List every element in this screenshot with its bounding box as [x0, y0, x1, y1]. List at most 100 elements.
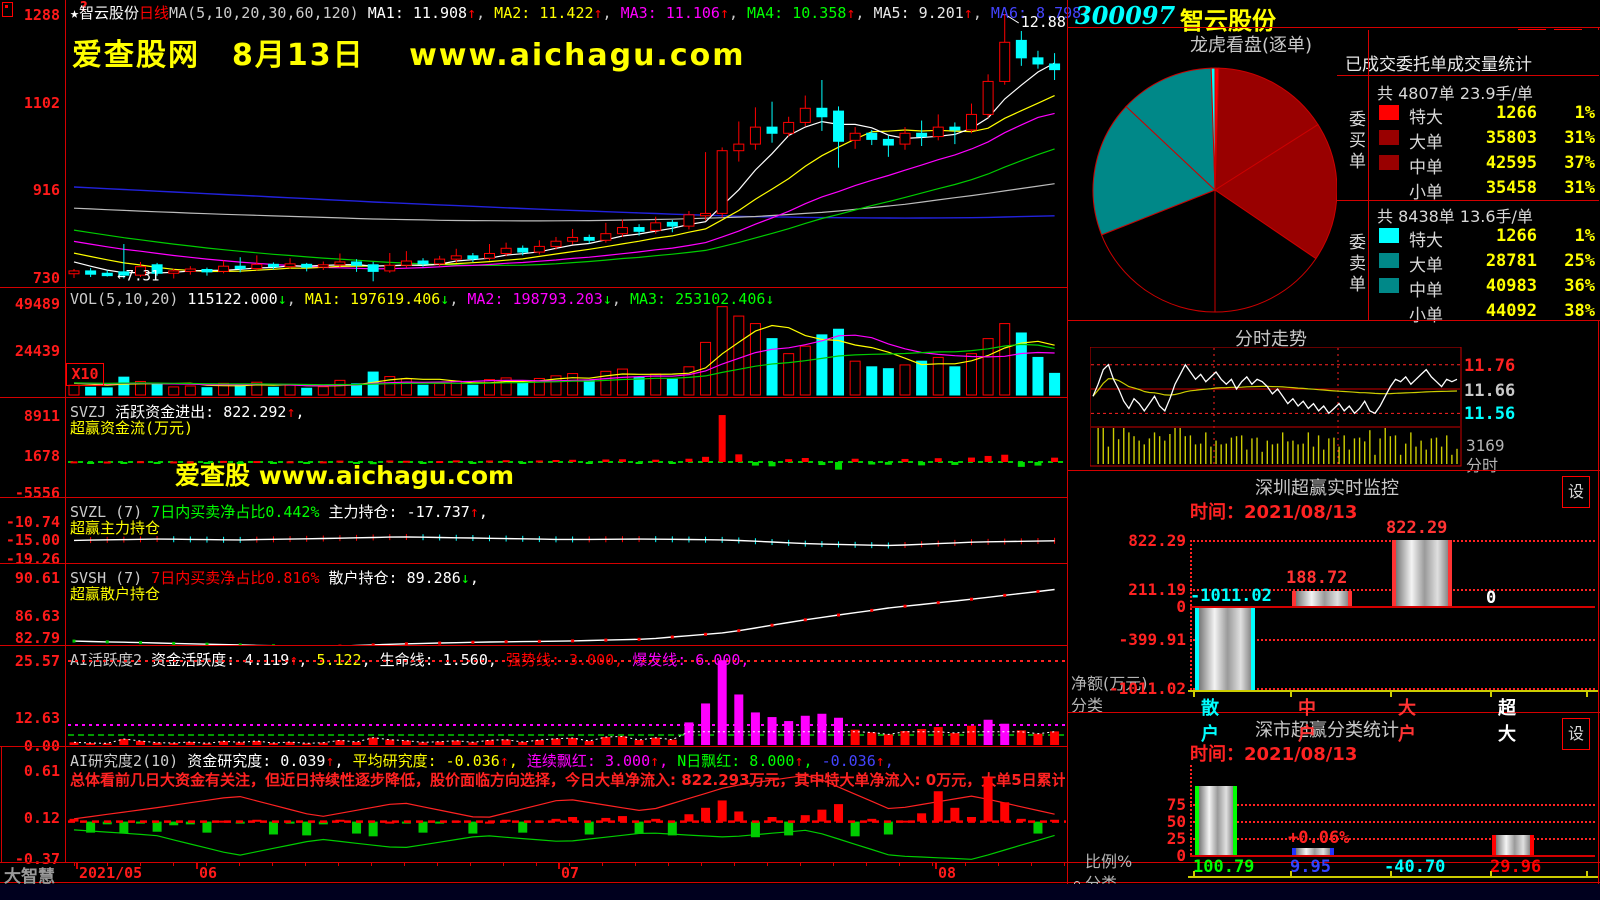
axis-label: 90.61 — [14, 569, 60, 587]
monitor-axis-label: -1011.02 — [1108, 679, 1186, 698]
order-type-swatch — [1379, 130, 1399, 145]
order-type-label: 大单 — [1409, 133, 1443, 153]
classify-value: 9.95 — [1290, 857, 1331, 877]
watermark-secondary: 爱查股 www.aichagu.com — [175, 461, 515, 490]
order-count: 1266 — [1496, 103, 1537, 123]
axis-label: -5556 — [14, 484, 60, 502]
monitor-value: 822.29 — [1386, 518, 1448, 538]
table-title: 已成交委托单成交量统计 — [1345, 55, 1532, 75]
order-count: 35458 — [1485, 178, 1537, 198]
intraday-tag-label: 分时 — [1466, 456, 1499, 475]
zero-line — [1190, 855, 1595, 857]
volume-multiplier: X10 — [66, 363, 104, 386]
monitor-value: -1011.02 — [1190, 586, 1272, 606]
classify-axis-label: 75 — [1166, 795, 1186, 814]
order-type-swatch — [1379, 278, 1399, 293]
timeline-month: 07 — [561, 864, 580, 882]
svzj-header: SVZJ 活跃资金进出: 822.292↑, — [70, 403, 305, 421]
order-count: 40983 — [1485, 276, 1537, 296]
classify-settings-button[interactable]: 设 — [1562, 718, 1590, 750]
order-type-label: 大单 — [1409, 256, 1443, 276]
classify-axis-label: 0 — [1176, 846, 1186, 865]
classify-unit-label: 比例% — [1085, 852, 1133, 871]
monitor-axis-label: 211.19 — [1128, 580, 1186, 599]
order-count: 42595 — [1485, 153, 1537, 173]
svsh-subheader: 超赢散户持仓 — [70, 585, 161, 603]
order-type-label: 特大 — [1409, 108, 1443, 128]
kline-header: ★智云股份日线MA(5,10,20,30,60,120) MA1: 11.908… — [70, 4, 1091, 22]
ai-research-header: AI研究度2(10) 资金研究度: 0.039↑, 平均研究度: -0.036↑… — [70, 752, 894, 770]
axis-label: 0.12 — [23, 809, 60, 827]
divider — [1368, 30, 1369, 75]
monitor-settings-button[interactable]: 设 — [1562, 476, 1590, 508]
timeline-month: 06 — [199, 864, 218, 882]
watermark-main: 爱查股网 8月13日 www.aichagu.com — [72, 38, 746, 73]
adjust-mark: ? — [80, 0, 88, 15]
classify-bar — [1492, 835, 1534, 855]
monitor-class-label: 分类 — [1071, 696, 1104, 715]
order-count: 35803 — [1485, 128, 1537, 148]
volume-header: VOL(5,10,20) 115122.000↓, MA1: 197619.40… — [70, 290, 775, 308]
order-percent: 25% — [1564, 251, 1595, 271]
divider — [1368, 75, 1369, 320]
classify-value: -40.70 — [1384, 857, 1446, 877]
monitor-bar — [1292, 591, 1352, 606]
axis-label: 49489 — [14, 295, 60, 313]
monitor-category: 中户 — [1298, 698, 1316, 745]
svzl-header: SVZL (7) 7日内买卖净占比0.442% 主力持仓: -17.737↑, — [70, 503, 488, 521]
monitor-bar — [1392, 540, 1452, 606]
monitor-title: 深圳超赢实时监控 — [1255, 478, 1399, 499]
axis-label: 8911 — [23, 407, 60, 425]
timeline-month: 08 — [938, 864, 957, 882]
order-percent: 31% — [1564, 128, 1595, 148]
tick — [1490, 692, 1492, 697]
monitor-category: 超大 — [1498, 698, 1516, 745]
axis-label: 0.61 — [23, 762, 60, 780]
monitor-bar — [1195, 608, 1255, 690]
classify-axis-label: 50 — [1166, 812, 1186, 831]
timeline-month: 2021/05 — [79, 864, 143, 882]
axis-label: 1678 — [23, 447, 60, 465]
buy-total: 共 4807单 23.9手/单 — [1377, 84, 1533, 103]
y-axis — [1190, 765, 1192, 855]
svzj-subheader: 超赢资金流(万元) — [70, 419, 194, 437]
pie-slice — [1092, 105, 1216, 236]
monitor-axis-label: 822.29 — [1128, 531, 1186, 550]
pie-slice — [1214, 123, 1338, 260]
order-type-label: 中单 — [1409, 158, 1443, 178]
stock-code: 300097 — [1075, 1, 1176, 30]
order-volume-table: 已成交委托单成交量统计共 4807单 23.9手/单 委买单共 8438单 13.… — [1337, 30, 1599, 326]
order-type-swatch — [1379, 253, 1399, 268]
axis-label: 86.63 — [14, 607, 60, 625]
research-comment: 总体看前几日大资金有关注，但近日持续性逐步降低，股价面临方向选择，今日大单净流入… — [70, 771, 1065, 789]
window-icon[interactable] — [2, 2, 13, 17]
buy-orders-label: 委买单 — [1345, 110, 1365, 173]
gridline — [1190, 838, 1595, 840]
gridline — [1190, 804, 1595, 806]
tick — [1390, 871, 1392, 876]
axis-label: 24439 — [14, 342, 60, 360]
monitor-category: 大户 — [1398, 698, 1416, 745]
svzl-subheader: 超赢主力持仓 — [70, 519, 161, 537]
tick — [1193, 871, 1195, 876]
axis-label: 730 — [32, 269, 60, 287]
stock-name: 智云股份 — [1180, 7, 1276, 35]
y-axis — [1190, 540, 1192, 690]
pie-slice — [1214, 189, 1317, 313]
axis-label: -15.00 — [5, 531, 60, 549]
intraday-volume-label: 3169 — [1466, 436, 1505, 455]
gridline — [1190, 688, 1595, 690]
axis-label: -0.37 — [14, 850, 60, 868]
tick — [1290, 871, 1292, 876]
axis-label: 916 — [32, 181, 60, 199]
order-type-swatch — [1379, 105, 1399, 120]
monitor-value: 188.72 — [1286, 568, 1348, 588]
pie-slice — [1125, 67, 1216, 192]
order-count: 28781 — [1485, 251, 1537, 271]
divider — [1337, 200, 1599, 201]
classify-title: 深市超赢分类统计 — [1255, 720, 1399, 741]
monitor-category: 散户 — [1201, 698, 1219, 745]
axis-label: 82.79 — [14, 629, 60, 647]
bottom-strip — [0, 884, 1600, 900]
